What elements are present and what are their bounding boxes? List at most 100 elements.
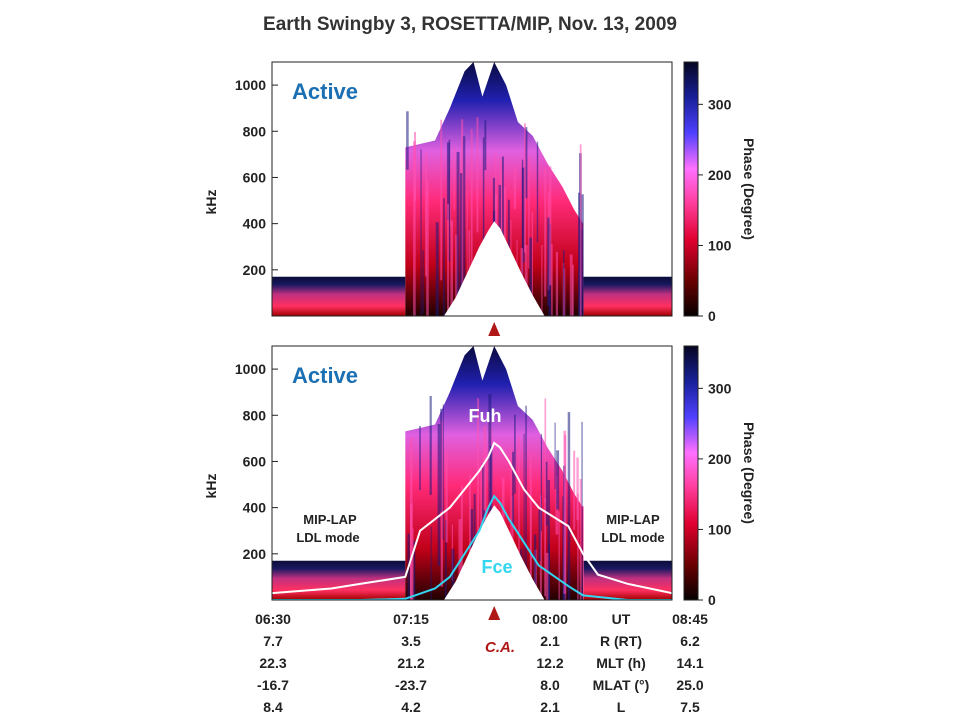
panel-label: Active [292, 363, 358, 388]
row-value: 8.4 [263, 699, 283, 715]
spectrogram-streak [473, 493, 476, 554]
spectrogram-streak [412, 528, 414, 600]
spectrogram-streak [533, 534, 537, 600]
panel-label: Active [292, 79, 358, 104]
colorbar-tick-label: 0 [708, 592, 716, 608]
spectrogram-streak [563, 430, 567, 594]
spectrogram-streak [551, 244, 553, 316]
spectrogram-streak [446, 142, 450, 221]
annotation-fce: Fce [481, 557, 512, 577]
plot-frame [271, 345, 673, 601]
ldl-block-right [583, 560, 672, 600]
spectrogram-streak [577, 493, 579, 600]
time-tick-label: 06:30 [255, 611, 291, 627]
spectrogram-streak [435, 222, 439, 316]
spectrogram-streak [544, 498, 546, 597]
panel-top: 200 400 600 800 1000 kHz Active 0 100 200 300 Phase… [203, 61, 757, 336]
y-tick-label: 400 [243, 500, 267, 516]
spectrogram-streak [581, 421, 583, 600]
spectrogram-streak [513, 166, 516, 209]
spectrogram-streak [521, 159, 524, 316]
spectrogram-streak [554, 422, 556, 490]
annotation-mode-left-2: LDL mode [296, 530, 359, 545]
spectrogram-streak [512, 451, 515, 526]
spectrogram-streak [444, 520, 447, 600]
colorbar-tick-label: 100 [708, 237, 732, 253]
spectrogram-streak [420, 149, 422, 316]
ldl-block-right [583, 276, 672, 316]
spectrogram-streak [469, 474, 471, 600]
colorbar-label: Phase (Degree) [741, 422, 757, 524]
spectrogram-streak [538, 509, 541, 562]
colorbar-tick-label: 200 [708, 451, 732, 467]
row-value: -23.7 [395, 677, 427, 693]
spectrogram-streak [426, 180, 429, 316]
spectrogram-streak [406, 111, 409, 170]
spectrogram-streak [482, 137, 485, 316]
time-tick-label: UT [612, 611, 631, 627]
row-value: 12.2 [536, 655, 563, 671]
spectrogram-streak [529, 237, 532, 316]
colorbar [683, 345, 699, 601]
spectrogram-streak [413, 540, 416, 600]
spectrogram-streak [414, 131, 416, 201]
spectrogram-streak [458, 519, 462, 600]
spectrogram-streak [536, 141, 539, 243]
row-value: 3.5 [401, 633, 421, 649]
spectrogram-streak [525, 127, 528, 199]
spectrogram-streak [442, 404, 444, 540]
spectrogram-streak [448, 139, 451, 262]
spectrogram-streak [521, 167, 525, 263]
y-tick-label: 800 [243, 407, 267, 423]
spectrogram-streak [410, 437, 413, 600]
spectrogram-streak [447, 203, 449, 316]
time-tick-label: 08:45 [672, 611, 708, 627]
spectrogram-streak [558, 511, 560, 600]
row-value: 2.1 [540, 699, 560, 715]
spectrogram-streak [544, 398, 547, 502]
spectrogram-streak [555, 251, 558, 316]
spectrogram-streak [547, 217, 550, 307]
spectrogram-streak [563, 249, 565, 316]
spectrogram-streak [419, 425, 421, 491]
spectrogram-streak [413, 141, 416, 316]
annotation-mode-right-1: MIP-LAP [606, 512, 660, 527]
spectrogram-streak [455, 234, 458, 316]
spectrogram-streak [460, 485, 463, 595]
spectrogram-streak [569, 254, 573, 316]
spectrogram-streak [518, 436, 520, 600]
spectrogram-streak [539, 495, 542, 600]
annotation-mode-left-1: MIP-LAP [303, 512, 357, 527]
y-tick-label: 800 [243, 123, 267, 139]
spectrogram-streak [529, 452, 532, 600]
chart-title: Earth Swingby 3, ROSETTA/MIP, Nov. 13, 2… [263, 14, 677, 35]
spectrogram-streak [462, 136, 466, 304]
plot-frame [271, 61, 673, 317]
spectrogram-streak [460, 173, 463, 316]
y-tick-label: 1000 [235, 77, 266, 93]
time-axis: 06:30 07:15 08:00 UT 08:45 7.7 3.5 2.1 6.2 R (RT)… [255, 611, 708, 715]
spectrogram-streak [430, 526, 432, 600]
row-value: 8.0 [540, 677, 560, 693]
ldl-block-left [272, 276, 406, 316]
colorbar-tick-label: 200 [708, 167, 732, 183]
spectrogram-streak [483, 425, 487, 521]
spectrogram-streak [567, 412, 571, 600]
annotation-fuh: Fuh [469, 406, 502, 426]
ca-marker [488, 606, 501, 620]
row-label: MLT (h) [596, 655, 646, 671]
spectrogram-streak [528, 156, 530, 269]
spectrogram-streak [440, 408, 442, 512]
row-value: 22.3 [259, 655, 286, 671]
spectrogram-streak [425, 151, 427, 277]
spectrogram-streak [450, 220, 453, 316]
spectrogram-streak [576, 457, 579, 520]
spectrogram [272, 346, 672, 600]
spectrogram-streak [579, 479, 582, 600]
y-tick-label: 400 [243, 216, 267, 232]
row-value: 25.0 [676, 677, 703, 693]
annotation-mode-right-2: LDL mode [601, 530, 664, 545]
colorbar [683, 61, 699, 317]
spectrogram-streak [510, 447, 512, 590]
spectrogram-streak [440, 119, 443, 281]
